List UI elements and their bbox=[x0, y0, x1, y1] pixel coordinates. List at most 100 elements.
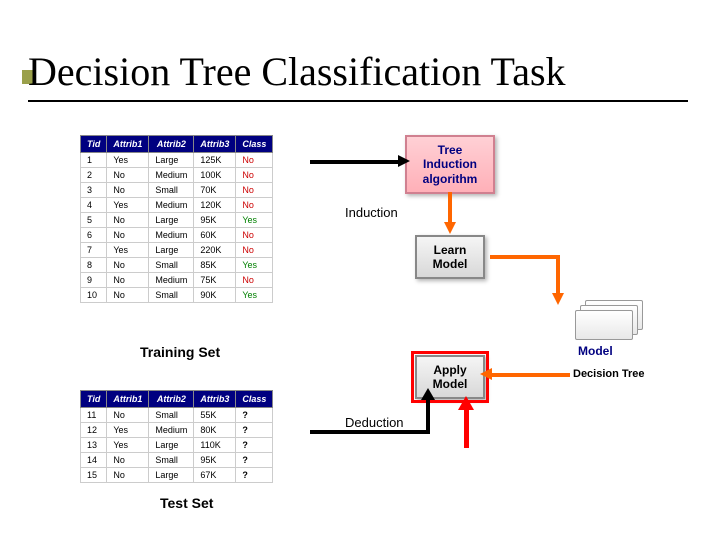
table-cell: 70K bbox=[194, 183, 236, 198]
table-cell: No bbox=[107, 273, 149, 288]
table-cell: 6 bbox=[81, 228, 107, 243]
th-class: Class bbox=[236, 136, 273, 153]
model-label: Model bbox=[578, 344, 613, 358]
table-cell: No bbox=[236, 243, 273, 258]
decision-tree-text: Decision Tree bbox=[573, 368, 645, 380]
table-cell: Medium bbox=[149, 423, 194, 438]
test-table: Tid Attrib1 Attrib2 Attrib3 Class 11NoSm… bbox=[80, 390, 273, 483]
table-cell: 3 bbox=[81, 183, 107, 198]
table-row: 8NoSmall85KYes bbox=[81, 258, 273, 273]
arrow-learn-to-model-v bbox=[556, 255, 560, 295]
table-row: 3NoSmall70KNo bbox=[81, 183, 273, 198]
table-cell: Small bbox=[149, 258, 194, 273]
table-row: 15NoLarge67K? bbox=[81, 468, 273, 483]
table-cell: Medium bbox=[149, 168, 194, 183]
table-row: 13YesLarge110K? bbox=[81, 438, 273, 453]
arrow-train-to-algo bbox=[310, 160, 400, 164]
table-cell: Medium bbox=[149, 228, 194, 243]
model-stack bbox=[575, 300, 645, 350]
table-cell: 90K bbox=[194, 288, 236, 303]
apply-model-label: Apply Model bbox=[433, 363, 468, 391]
arrow-test-head bbox=[421, 388, 435, 400]
table-cell: No bbox=[236, 153, 273, 168]
arrow-test-v bbox=[426, 398, 430, 432]
table-cell: No bbox=[107, 408, 149, 423]
th-tid: Tid bbox=[81, 136, 107, 153]
induction-label: Induction bbox=[345, 205, 398, 220]
table-cell: ? bbox=[236, 468, 273, 483]
arrow-model-to-apply-head bbox=[480, 368, 492, 380]
table-cell: 4 bbox=[81, 198, 107, 213]
table-cell: Yes bbox=[107, 438, 149, 453]
table-row: 10NoSmall90KYes bbox=[81, 288, 273, 303]
table-cell: Large bbox=[149, 153, 194, 168]
th2-a2: Attrib2 bbox=[149, 391, 194, 408]
learn-model-label: Learn Model bbox=[433, 243, 468, 271]
table-cell: 60K bbox=[194, 228, 236, 243]
table-cell: Large bbox=[149, 438, 194, 453]
table-cell: Small bbox=[149, 408, 194, 423]
title-underline bbox=[28, 100, 688, 102]
table-cell: 95K bbox=[194, 453, 236, 468]
red-arrow-head bbox=[458, 396, 474, 410]
table-cell: 10 bbox=[81, 288, 107, 303]
tree-induction-box: Tree Induction algorithm bbox=[405, 135, 495, 194]
table-row: 7YesLarge220KNo bbox=[81, 243, 273, 258]
table-cell: No bbox=[107, 183, 149, 198]
test-set-label: Test Set bbox=[160, 495, 213, 511]
training-set-label: Training Set bbox=[140, 344, 220, 360]
table-cell: 8 bbox=[81, 258, 107, 273]
table-cell: Yes bbox=[107, 243, 149, 258]
tree-induction-label: Tree Induction algorithm bbox=[423, 143, 478, 186]
table-cell: 95K bbox=[194, 213, 236, 228]
table-cell: Medium bbox=[149, 198, 194, 213]
table-cell: 12 bbox=[81, 423, 107, 438]
arrow-algo-to-learn-head bbox=[444, 222, 456, 234]
table-cell: 125K bbox=[194, 153, 236, 168]
table-cell: 100K bbox=[194, 168, 236, 183]
table-cell: No bbox=[107, 288, 149, 303]
arrow-learn-to-model-h bbox=[490, 255, 560, 259]
table-cell: 15 bbox=[81, 468, 107, 483]
table-cell: ? bbox=[236, 408, 273, 423]
table-cell: 55K bbox=[194, 408, 236, 423]
table-cell: 85K bbox=[194, 258, 236, 273]
table-cell: No bbox=[107, 168, 149, 183]
table-cell: Medium bbox=[149, 273, 194, 288]
table-cell: ? bbox=[236, 423, 273, 438]
table-cell: No bbox=[236, 183, 273, 198]
table-cell: Small bbox=[149, 183, 194, 198]
table-row: 6NoMedium60KNo bbox=[81, 228, 273, 243]
table-cell: No bbox=[107, 468, 149, 483]
table-cell: 11 bbox=[81, 408, 107, 423]
table-cell: No bbox=[107, 258, 149, 273]
th2-a3: Attrib3 bbox=[194, 391, 236, 408]
table-cell: 9 bbox=[81, 273, 107, 288]
table-cell: Large bbox=[149, 243, 194, 258]
th-a1: Attrib1 bbox=[107, 136, 149, 153]
arrow-algo-to-learn bbox=[448, 192, 452, 224]
table-cell: 13 bbox=[81, 438, 107, 453]
table-cell: Yes bbox=[236, 213, 273, 228]
th2-tid: Tid bbox=[81, 391, 107, 408]
table-cell: 2 bbox=[81, 168, 107, 183]
table-cell: Yes bbox=[107, 153, 149, 168]
table-cell: 80K bbox=[194, 423, 236, 438]
page-title: Decision Tree Classification Task bbox=[28, 48, 566, 95]
table-cell: No bbox=[107, 228, 149, 243]
table-row: 12YesMedium80K? bbox=[81, 423, 273, 438]
table-cell: Large bbox=[149, 468, 194, 483]
arrow-train-to-algo-head bbox=[398, 155, 410, 167]
table-cell: 14 bbox=[81, 453, 107, 468]
table-cell: 1 bbox=[81, 153, 107, 168]
table-cell: No bbox=[107, 453, 149, 468]
table-row: 2NoMedium100KNo bbox=[81, 168, 273, 183]
table-cell: 67K bbox=[194, 468, 236, 483]
table-row: 14NoSmall95K? bbox=[81, 453, 273, 468]
table-row: 11NoSmall55K? bbox=[81, 408, 273, 423]
arrow-learn-to-model-head bbox=[552, 293, 564, 305]
th-a3: Attrib3 bbox=[194, 136, 236, 153]
learn-model-box: Learn Model bbox=[415, 235, 485, 279]
table-cell: Yes bbox=[107, 198, 149, 213]
th2-class: Class bbox=[236, 391, 273, 408]
